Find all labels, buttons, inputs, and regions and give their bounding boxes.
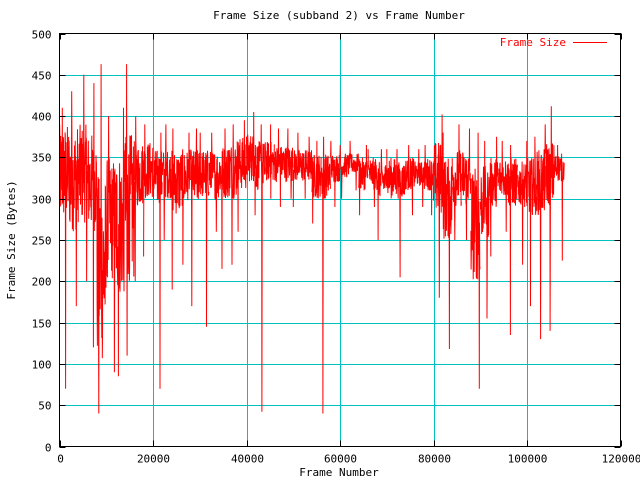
series-segment <box>367 149 378 208</box>
series-segment <box>386 149 397 199</box>
series-segment <box>442 132 453 350</box>
series-segment <box>302 136 313 199</box>
series-segment <box>451 124 462 241</box>
series-segment <box>526 136 537 307</box>
series-segment <box>535 124 546 340</box>
series-segment <box>87 83 98 348</box>
series-segment <box>433 114 444 298</box>
series-segment <box>507 144 518 336</box>
series-segment <box>105 116 116 373</box>
series-segment <box>68 91 79 307</box>
series-segment <box>461 128 472 241</box>
series-segment <box>189 128 200 307</box>
series-segment <box>395 149 406 278</box>
series-segment <box>77 74 88 282</box>
series-segment <box>199 132 210 327</box>
series-segment <box>283 128 294 199</box>
series-segment <box>59 107 70 389</box>
series-segment <box>423 144 434 216</box>
y-tick-label: 150 <box>32 318 52 331</box>
series-segment <box>498 140 509 232</box>
series-segment <box>517 140 528 265</box>
series-segment <box>376 149 387 241</box>
y-tick-label: 200 <box>32 276 52 289</box>
series-segment <box>161 124 172 241</box>
x-tick-label: 60000 <box>324 453 357 466</box>
y-axis-label: Frame Size (Bytes) <box>5 180 18 299</box>
series-segment <box>311 140 322 224</box>
y-tick-label: 300 <box>32 194 52 207</box>
series-segment <box>489 136 500 257</box>
y-tick-label: 50 <box>38 400 51 413</box>
series-segment <box>414 149 425 208</box>
series-segment <box>255 124 266 412</box>
series-segment <box>171 128 182 290</box>
y-tick-label: 350 <box>32 152 52 165</box>
series-segment <box>348 140 359 191</box>
x-axis-label: Frame Number <box>299 466 379 479</box>
series-segment <box>292 132 303 208</box>
y-tick-label: 250 <box>32 235 52 248</box>
x-tick-label: 100000 <box>508 453 548 466</box>
series-segment <box>246 111 257 216</box>
y-tick-label: 0 <box>45 442 52 455</box>
y-tick-label: 450 <box>32 70 52 83</box>
x-tick-label: 40000 <box>231 453 264 466</box>
x-tick-label: 0 <box>57 453 64 466</box>
series-segment <box>180 132 191 265</box>
legend-label: Frame Size <box>500 36 566 49</box>
series-segment <box>264 124 275 199</box>
y-tick-label: 100 <box>32 359 52 372</box>
series-segment <box>236 120 247 232</box>
series-segment <box>320 136 331 414</box>
y-tick-label: 500 <box>32 29 52 42</box>
x-tick-label: 120000 <box>602 453 640 466</box>
series-segment <box>124 64 135 356</box>
x-tick-label: 80000 <box>418 453 451 466</box>
legend: Frame Size <box>500 36 607 49</box>
series-segment <box>470 132 481 389</box>
series-segment <box>545 106 556 331</box>
series-segment <box>227 124 238 265</box>
series-segment <box>96 64 107 414</box>
series-segment <box>479 140 490 319</box>
series-segment <box>330 140 341 208</box>
series-segment <box>554 144 565 261</box>
x-tick-label: 20000 <box>137 453 170 466</box>
series-segment <box>339 144 350 199</box>
y-tick-label: 400 <box>32 111 52 124</box>
series-segment <box>115 107 126 377</box>
series-segment <box>143 124 154 257</box>
chart-title: Frame Size (subband 2) vs Frame Number <box>213 9 465 22</box>
series-segment <box>404 144 415 216</box>
series-frame-size <box>59 64 565 414</box>
series-segment <box>217 128 229 269</box>
series-segment <box>208 132 219 232</box>
series-segment <box>274 128 285 208</box>
series-segment <box>152 132 163 389</box>
series-segment <box>133 116 144 282</box>
axis-ticks: 0 50 100 150 200 250 300 350 400 450 500 0 20000 4000… <box>32 29 640 466</box>
series-segment <box>358 144 369 216</box>
grid <box>59 33 621 447</box>
